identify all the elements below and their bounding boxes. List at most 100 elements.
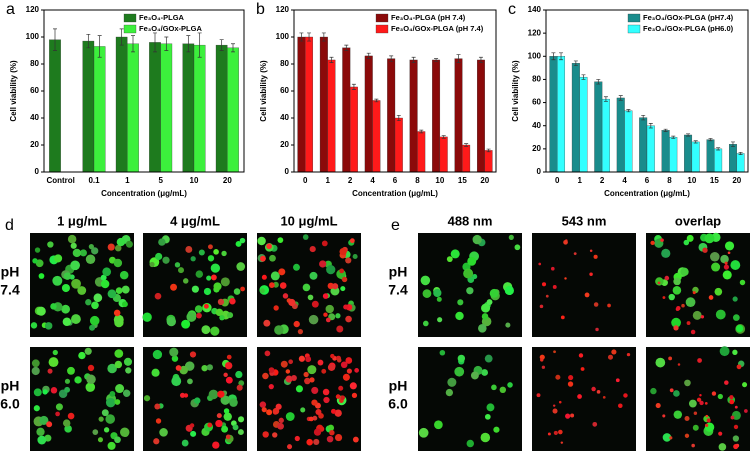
green-cell [64, 378, 71, 384]
red-cell [309, 377, 315, 383]
green-cell [169, 347, 179, 357]
red-cell [706, 418, 711, 423]
green-cell [489, 288, 499, 298]
red-cell [330, 353, 335, 359]
legend-swatch [123, 24, 137, 34]
error-bar [464, 143, 469, 147]
legend-swatch [627, 24, 641, 34]
y-tick-label: 40 [280, 113, 289, 122]
green-cell [235, 241, 242, 247]
x-tick-label: 10 [435, 176, 444, 185]
red-cell [306, 438, 313, 446]
red-cell [660, 238, 664, 242]
bar [601, 98, 610, 173]
error-bar [86, 33, 91, 49]
green-cell [114, 399, 121, 405]
error-bar [641, 114, 646, 121]
red-cell [669, 436, 673, 440]
error-bar [626, 109, 631, 113]
green-cell [113, 258, 123, 268]
green-cell [436, 296, 442, 302]
x-tick-label: 1 [125, 176, 130, 185]
green-cell [213, 249, 219, 255]
bar [349, 86, 358, 173]
red-cell [345, 357, 353, 364]
y-tick-label: 60 [532, 98, 541, 107]
red-cell [323, 312, 328, 317]
row-label: 7.4 [388, 282, 408, 298]
green-cell [91, 247, 99, 255]
red-cell [308, 416, 314, 422]
red-cell [724, 261, 728, 265]
red-cell [226, 354, 232, 360]
red-cell [655, 403, 661, 409]
error-bar [321, 32, 326, 42]
green-cell [64, 386, 71, 393]
red-cell [592, 421, 598, 427]
red-cell [290, 375, 297, 381]
red-cell [153, 438, 160, 445]
red-cell [704, 401, 708, 405]
red-cell [565, 413, 571, 419]
micrograph [418, 347, 522, 451]
bar [149, 42, 161, 173]
green-cell [67, 366, 75, 375]
y-tick-label: 140 [528, 5, 542, 14]
bar [409, 59, 418, 173]
red-cell [684, 415, 690, 421]
red-cell [211, 274, 217, 281]
green-cell [114, 360, 123, 369]
red-cell [699, 400, 704, 406]
green-cell [115, 287, 123, 295]
red-cell [217, 298, 225, 306]
legend-label: Fe₃O₄/GOx-PLGA (pH 7.4) [391, 24, 484, 33]
red-cell [67, 412, 75, 420]
red-cell [595, 327, 599, 332]
green-cell [732, 296, 738, 302]
red-cell [319, 260, 327, 268]
green-cell [221, 425, 229, 433]
green-cell [122, 301, 128, 308]
column-label: overlap [675, 213, 721, 228]
green-cell [191, 285, 199, 293]
panel-label: e [391, 217, 400, 234]
green-cell [308, 314, 319, 325]
error-bar [716, 147, 721, 151]
error-bar [396, 114, 401, 122]
red-cell [217, 390, 225, 398]
x-tick-label: 4 [622, 176, 627, 185]
green-cell [159, 428, 168, 437]
green-cell [166, 316, 176, 327]
green-cell [105, 397, 116, 408]
bar [342, 47, 351, 173]
red-cell [332, 283, 339, 290]
red-cell [345, 257, 352, 264]
red-cell [555, 374, 561, 380]
error-bar [573, 60, 578, 66]
green-cell [718, 443, 727, 451]
y-axis-label: Cell viability (%) [259, 60, 268, 122]
green-cell [478, 324, 487, 333]
green-cell [72, 248, 82, 258]
red-cell [705, 414, 709, 418]
green-cell [78, 351, 86, 360]
green-cell [223, 412, 232, 421]
green-cell [704, 233, 715, 244]
red-cell [560, 441, 564, 444]
green-cell [680, 267, 689, 276]
error-bar [738, 151, 743, 155]
red-cell [729, 399, 735, 405]
red-cell [596, 390, 601, 394]
red-cell [550, 266, 555, 271]
green-cell [219, 314, 225, 321]
red-cell [346, 368, 352, 374]
green-cell [100, 279, 110, 289]
green-cell [327, 424, 335, 432]
y-tick-label: 0 [285, 167, 290, 176]
green-cell [714, 287, 723, 296]
y-tick-label: 80 [30, 59, 39, 68]
green-cell [235, 370, 243, 379]
green-cell [484, 354, 493, 363]
green-cell [470, 371, 479, 380]
red-cell [46, 421, 53, 428]
